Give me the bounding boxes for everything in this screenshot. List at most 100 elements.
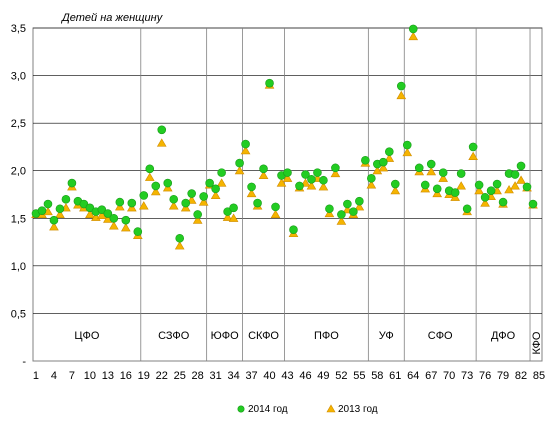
point-2013 <box>258 170 269 180</box>
point-2013 <box>474 185 484 195</box>
point-2013 <box>456 181 466 190</box>
point-2013 <box>330 168 341 178</box>
point-2013 <box>378 163 389 172</box>
x-tick-label: 58 <box>371 370 383 382</box>
point-2014 <box>169 194 179 204</box>
point-2013 <box>174 241 185 250</box>
point-2014 <box>193 210 202 219</box>
y-tick-label: 2,5 <box>11 118 26 130</box>
point-2013 <box>228 213 239 222</box>
point-2014 <box>379 157 388 167</box>
x-tick-label: 31 <box>210 370 222 382</box>
point-2013 <box>115 202 125 211</box>
point-2013 <box>120 223 131 232</box>
point-2013 <box>480 198 490 207</box>
point-2013 <box>306 181 317 190</box>
point-2014 <box>103 209 113 218</box>
legend: 2014 год 2013 год <box>237 404 378 415</box>
point-2014 <box>67 178 77 188</box>
point-2014 <box>37 206 47 215</box>
point-2014 <box>420 180 430 190</box>
x-tick-label: 70 <box>443 370 455 382</box>
point-2014 <box>295 181 304 191</box>
point-2014 <box>307 174 316 184</box>
point-2013 <box>468 151 478 160</box>
x-tick-label: 46 <box>299 370 311 382</box>
point-2013 <box>282 173 293 182</box>
point-2014 <box>337 210 346 219</box>
x-tick-label: 43 <box>281 370 293 382</box>
point-2013 <box>336 216 347 225</box>
point-2014 <box>253 198 262 208</box>
y-tick-label: 0,5 <box>11 308 26 320</box>
point-2014 <box>486 186 496 195</box>
point-2014 <box>432 184 442 194</box>
point-2013 <box>402 147 413 157</box>
point-2014 <box>319 175 328 185</box>
point-2013 <box>354 202 365 211</box>
x-tick-label: 16 <box>120 370 132 382</box>
point-2013 <box>168 201 179 210</box>
x-tick-label: 25 <box>174 370 186 382</box>
point-2014 <box>205 178 214 188</box>
point-2014 <box>384 147 394 156</box>
point-2014 <box>175 233 185 243</box>
point-2014 <box>522 182 532 192</box>
x-tick-label: 52 <box>335 370 347 382</box>
x-tick-label: 19 <box>138 370 150 382</box>
point-2013 <box>234 165 245 175</box>
point-2013 <box>55 209 65 219</box>
x-tick-label: 1 <box>33 370 39 382</box>
point-2013 <box>144 172 155 181</box>
point-2014 <box>498 197 508 207</box>
point-2014 <box>361 155 370 165</box>
x-tick-label: 13 <box>102 370 114 382</box>
point-2013 <box>210 190 221 199</box>
point-2014 <box>133 227 143 236</box>
point-2013 <box>240 145 251 155</box>
point-2013 <box>426 166 437 176</box>
point-2014 <box>349 207 358 216</box>
district-label: СФО <box>428 330 453 342</box>
point-2014 <box>510 170 520 179</box>
point-2014 <box>343 199 352 209</box>
x-tick-label: 34 <box>227 370 239 382</box>
x-tick-label: 64 <box>407 370 419 382</box>
point-2014 <box>241 139 250 149</box>
district-label: СКФО <box>248 330 279 342</box>
point-2013 <box>222 212 233 221</box>
point-2014 <box>528 199 538 209</box>
x-tick-label: 76 <box>479 370 491 382</box>
point-2014 <box>259 164 268 174</box>
y-tick-label: 2,0 <box>11 166 26 178</box>
y-tick-label: 3,0 <box>11 71 26 83</box>
point-2014 <box>468 142 478 152</box>
point-2014 <box>408 24 418 34</box>
point-2014 <box>247 182 256 192</box>
point-2013 <box>126 203 137 212</box>
legend-marker-2014 <box>237 405 245 413</box>
district-label: ДФО <box>491 330 516 342</box>
x-tick-label: 82 <box>515 370 527 382</box>
point-2014 <box>109 213 119 223</box>
point-2014 <box>355 196 364 206</box>
point-2013 <box>384 153 395 162</box>
point-2013 <box>138 201 149 210</box>
point-2014 <box>271 202 280 212</box>
x-tick-label: 7 <box>69 370 75 382</box>
point-2014 <box>474 180 484 190</box>
x-tick-label: 10 <box>84 370 96 382</box>
point-2014 <box>139 191 149 200</box>
point-2014 <box>367 174 376 183</box>
point-2013 <box>438 173 449 182</box>
point-2014 <box>49 215 59 225</box>
point-2013 <box>156 138 167 147</box>
point-2014 <box>289 225 298 235</box>
x-tick-label: 4 <box>51 370 57 382</box>
point-2014 <box>211 184 220 194</box>
point-2013 <box>85 209 95 219</box>
point-2014 <box>199 192 208 201</box>
point-2014 <box>229 203 238 213</box>
point-2013 <box>180 203 191 212</box>
